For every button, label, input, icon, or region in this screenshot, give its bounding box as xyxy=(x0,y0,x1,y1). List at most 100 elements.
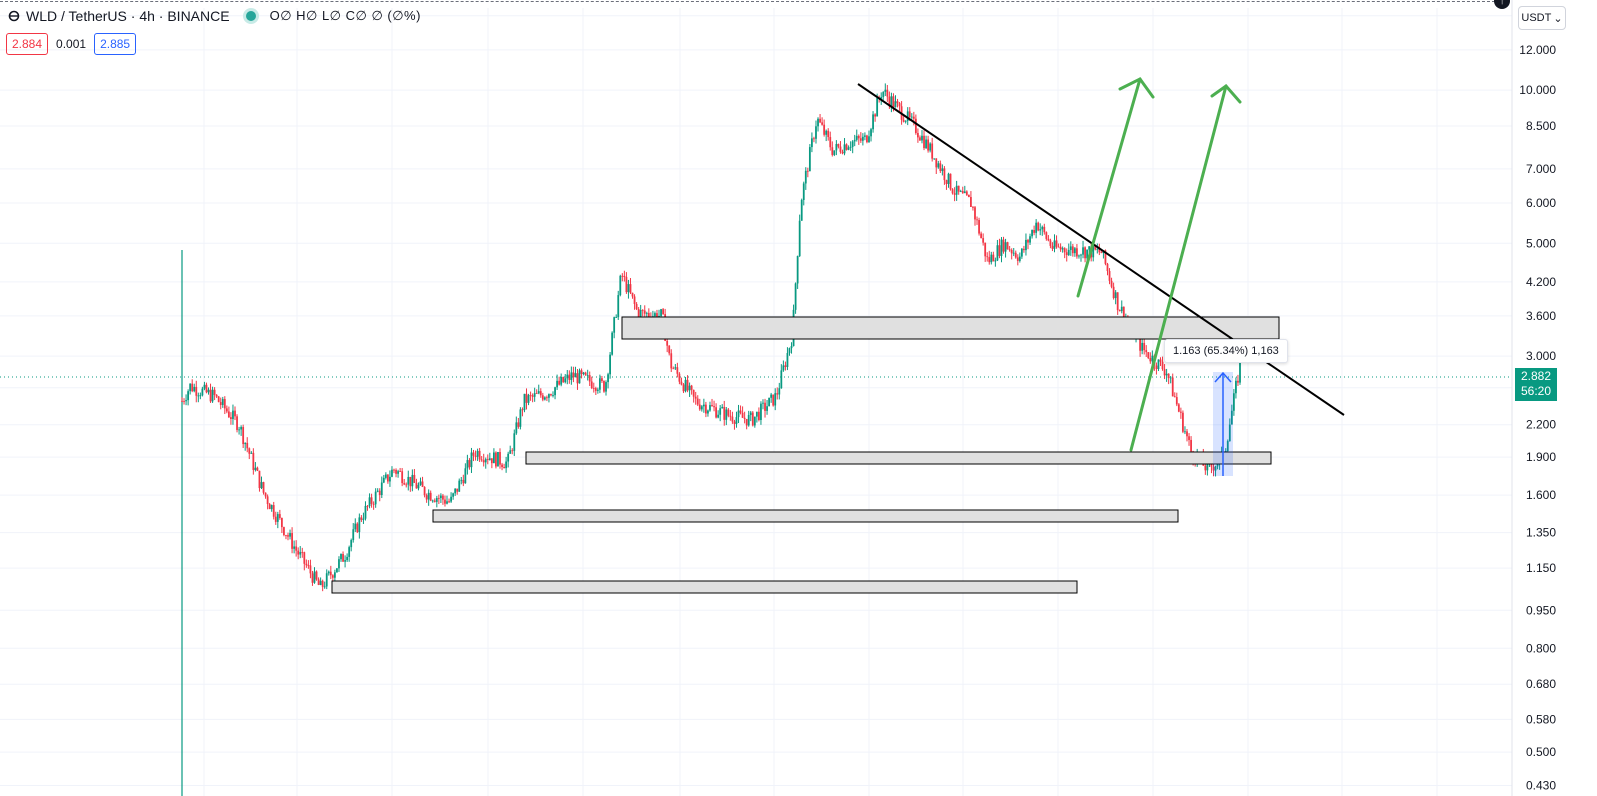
candle-down xyxy=(951,189,954,194)
candle-up xyxy=(760,403,762,420)
candle-up xyxy=(847,147,850,150)
candle-up xyxy=(254,467,257,470)
candle-down xyxy=(236,416,238,430)
candle-down xyxy=(342,554,344,562)
candle-down xyxy=(1033,229,1036,233)
arrow-up-icon[interactable]: ↑ xyxy=(1494,0,1510,9)
candle-down xyxy=(278,514,281,519)
candle-down xyxy=(1159,359,1162,362)
price-range-measure[interactable] xyxy=(1213,371,1233,476)
candle-down xyxy=(601,378,603,381)
candle-up xyxy=(890,96,893,107)
candle-up xyxy=(835,144,838,151)
candle-up xyxy=(203,384,206,389)
candle-down xyxy=(291,533,293,549)
candle-up xyxy=(364,505,367,519)
candle-down xyxy=(647,312,650,318)
candle-down xyxy=(1065,252,1068,256)
candle-down xyxy=(978,220,980,234)
candle-down xyxy=(670,353,673,369)
candle-up xyxy=(240,427,243,430)
candle-up xyxy=(397,471,399,474)
candle-up xyxy=(937,163,940,168)
projection-arrow-2[interactable] xyxy=(1129,83,1242,452)
candle-down xyxy=(967,194,970,198)
candle-up xyxy=(788,348,791,353)
candle-up xyxy=(1086,249,1089,259)
candle-down xyxy=(733,421,736,424)
candle-down xyxy=(262,482,265,493)
candle-up xyxy=(376,490,379,492)
chart-grid xyxy=(0,8,1512,796)
support-zone-1[interactable] xyxy=(525,451,1272,465)
candle-down xyxy=(501,464,503,468)
candle-up xyxy=(825,130,828,135)
currency-dropdown[interactable]: USDT ⌄ xyxy=(1518,6,1566,30)
candle-down xyxy=(980,233,983,239)
candle-up xyxy=(574,373,577,378)
candle-down xyxy=(641,310,644,311)
candle-down xyxy=(1190,439,1192,452)
candle-up xyxy=(910,116,913,118)
candle-down xyxy=(949,173,952,190)
resistance-zone[interactable] xyxy=(621,316,1280,340)
candle-up xyxy=(439,495,442,499)
candle-down xyxy=(266,496,269,505)
candle-down xyxy=(1049,240,1052,246)
candle-down xyxy=(1118,310,1121,312)
ohlc-values: O∅ H∅ L∅ C∅ ∅ (∅%) xyxy=(269,8,421,23)
candle-up xyxy=(1069,246,1072,251)
candle-down xyxy=(741,412,744,418)
last-price-badge: 2.882 56:20 xyxy=(1515,368,1557,401)
candle-down xyxy=(541,395,544,400)
candle-up xyxy=(464,468,467,484)
candle-down xyxy=(472,452,475,456)
candle-down xyxy=(195,386,198,396)
candle-up xyxy=(815,126,817,139)
sell-price-button[interactable]: 2.884 xyxy=(6,33,49,55)
candle-down xyxy=(823,124,826,135)
candle-up xyxy=(244,442,247,445)
candle-down xyxy=(572,372,575,378)
projection-arrow-1[interactable] xyxy=(1076,77,1155,298)
candle-down xyxy=(307,565,310,567)
candle-up xyxy=(925,139,927,149)
candle-down xyxy=(637,309,640,319)
candle-down xyxy=(331,575,334,578)
candle-up xyxy=(380,482,383,496)
support-zone-3[interactable] xyxy=(331,580,1078,594)
candle-down xyxy=(486,459,489,461)
candle-down xyxy=(366,505,369,507)
candle-down xyxy=(1047,238,1050,241)
candle-up xyxy=(260,482,263,489)
candle-up xyxy=(488,458,491,461)
candle-up xyxy=(755,411,758,417)
candle-up xyxy=(737,410,740,418)
support-zone-2[interactable] xyxy=(432,509,1179,523)
candle-up xyxy=(1206,462,1209,471)
candle-down xyxy=(758,411,760,420)
downtrend-line[interactable] xyxy=(857,83,1345,416)
spread-value: 0.001 xyxy=(56,37,87,51)
y-tick-label: 0.430 xyxy=(1526,778,1556,792)
candle-down xyxy=(378,490,381,496)
market-status-icon[interactable] xyxy=(245,11,256,21)
candle-up xyxy=(868,136,870,143)
candle-down xyxy=(209,389,212,402)
candle-up xyxy=(431,500,434,502)
candle-down xyxy=(908,111,911,118)
candle-down xyxy=(957,185,960,192)
candle-down xyxy=(1122,306,1125,322)
candle-up xyxy=(407,476,410,485)
candle-up xyxy=(880,97,883,99)
candle-down xyxy=(888,96,891,107)
candle-up xyxy=(762,402,764,404)
candle-up xyxy=(749,412,752,416)
buy-price-button[interactable]: 2.885 xyxy=(94,33,137,55)
candle-down xyxy=(511,450,514,452)
symbol-title[interactable]: WLD / TetherUS · 4h · BINANCE xyxy=(26,8,230,24)
candle-up xyxy=(853,139,856,142)
candle-up xyxy=(990,254,993,263)
candle-up xyxy=(1120,306,1123,312)
